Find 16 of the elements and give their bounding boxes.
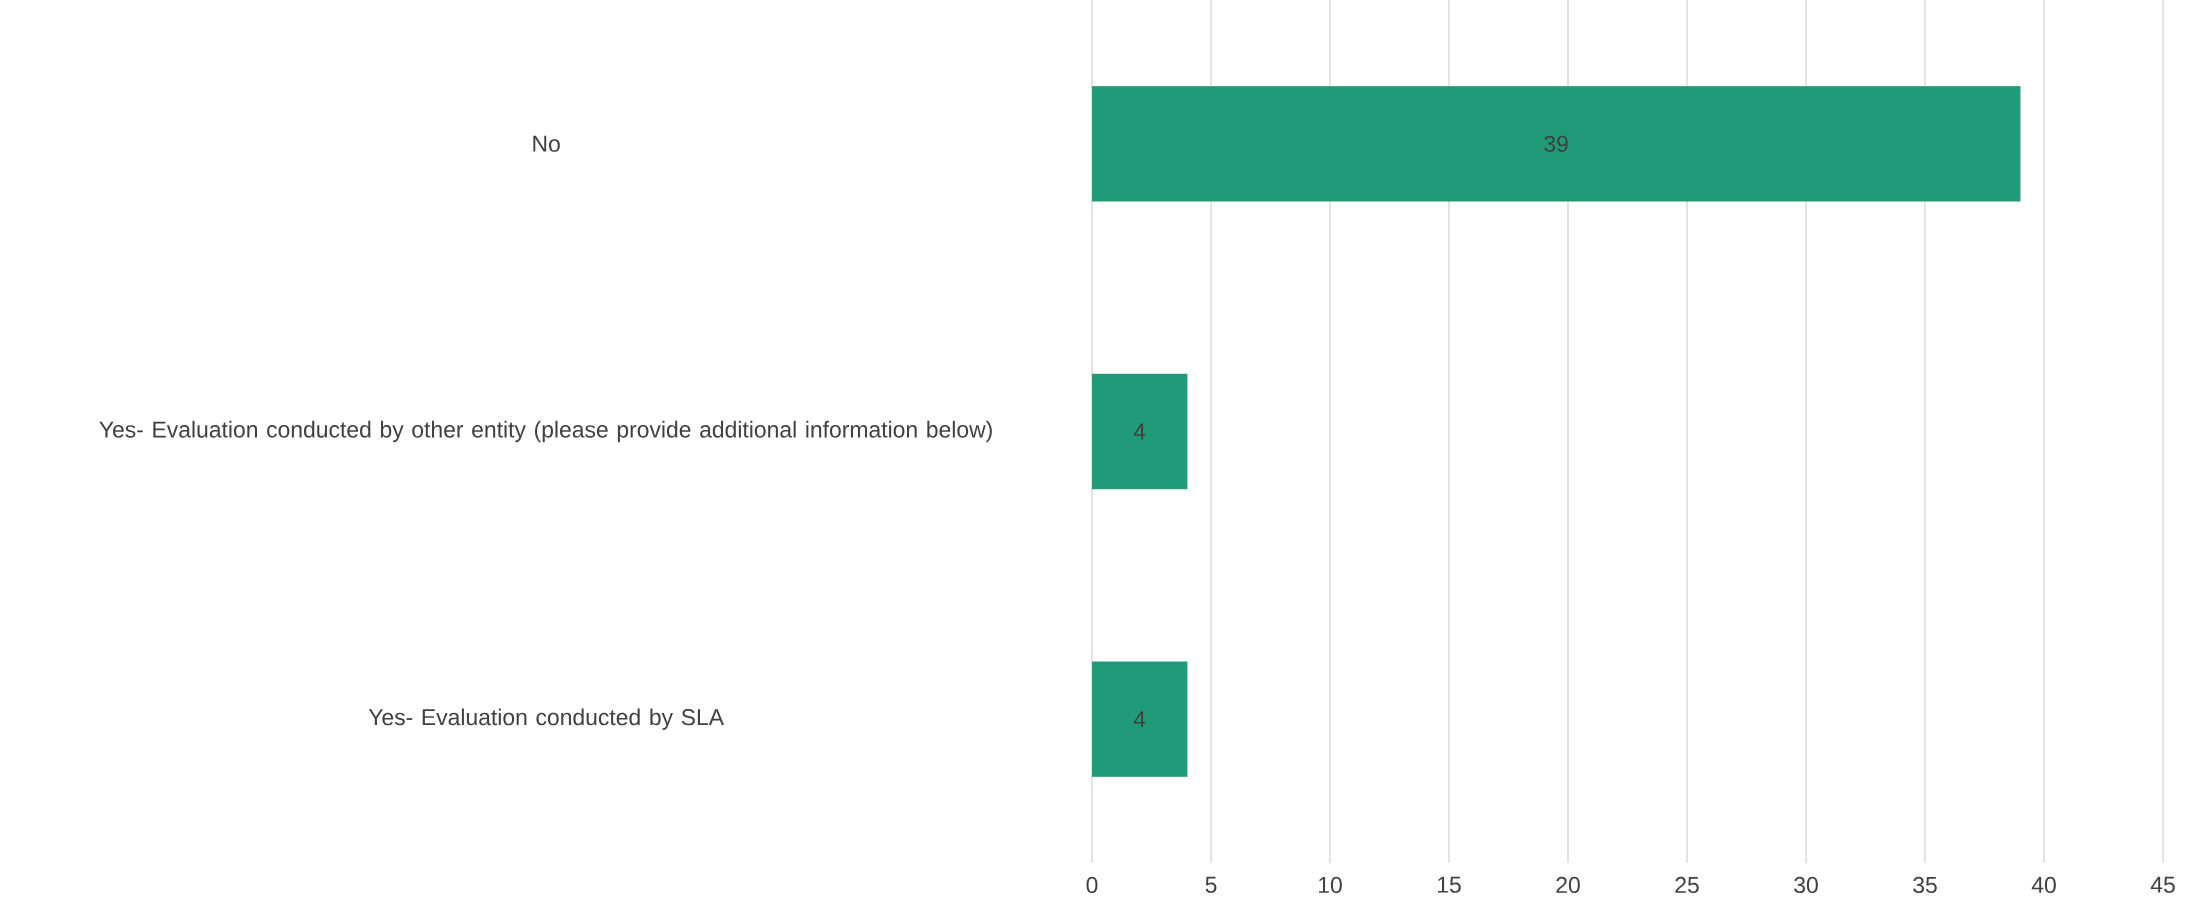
x-tick-label: 45 <box>2150 876 2175 893</box>
x-tick-label: 40 <box>2031 876 2056 894</box>
y-tick-label: Yes- Evaluation conducted by other entity (please provide additional information below) <box>99 420 992 443</box>
data-label: 39 <box>1544 135 1568 152</box>
x-tick-label: 20 <box>1556 876 1580 894</box>
x-tick-label: 15 <box>1438 876 1461 893</box>
y-tick-label: Yes- Evaluation conducted by SLA <box>368 708 724 730</box>
x-tick-label: 35 <box>1913 876 1937 894</box>
y-tick-label: No <box>533 135 560 152</box>
data-label: 4 <box>1133 711 1146 728</box>
x-tick-label: 30 <box>1794 876 1818 894</box>
x-tick-label: 0 <box>1086 876 1098 894</box>
x-tick-label: 10 <box>1319 876 1342 894</box>
x-tick-label: 25 <box>1675 876 1699 894</box>
data-label: 4 <box>1133 423 1146 440</box>
x-tick-label: 5 <box>1205 876 1217 893</box>
